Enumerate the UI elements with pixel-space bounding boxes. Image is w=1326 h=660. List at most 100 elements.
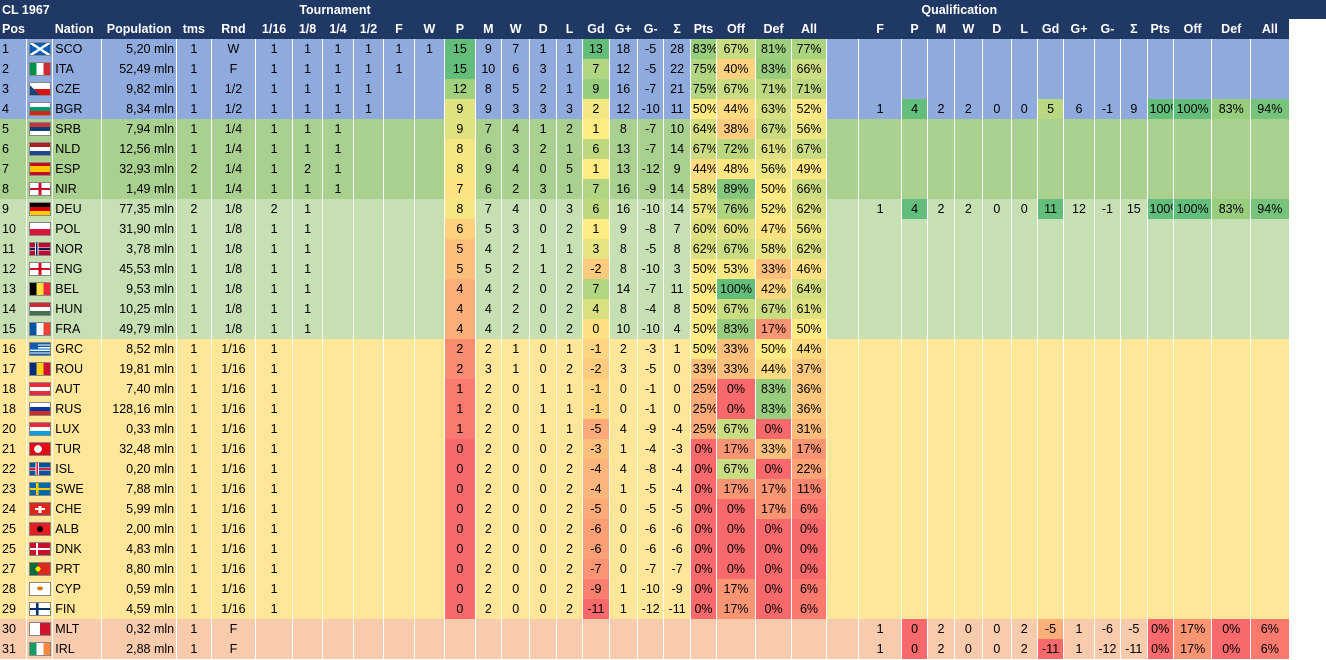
tournament-round-cell: 1	[255, 279, 293, 299]
table-body: 1 SCO 5,20 mln 1 W 1 1 1 1 1 1 15 9 7 1 1 13 18 -5 28 83% 67%…	[0, 39, 1326, 659]
qualification-empty	[954, 379, 984, 399]
off-pct-cell: 17%	[716, 479, 756, 499]
pos-cell: 25	[0, 539, 27, 559]
qualification-empty	[1063, 319, 1095, 339]
d-cell: 1	[529, 379, 557, 399]
qualification-empty	[1250, 419, 1290, 439]
teams-cell: 1	[176, 339, 212, 359]
nation-cell: NOR	[52, 239, 103, 259]
column-header: All	[1250, 19, 1290, 39]
qualification-empty	[927, 179, 955, 199]
flag-prt-icon	[28, 562, 51, 577]
w-cell: 0	[501, 559, 531, 579]
qualification-empty	[901, 299, 929, 319]
pts-pct-cell	[690, 639, 718, 659]
nation-cell: LUX	[52, 419, 103, 439]
column-header: P	[901, 19, 928, 39]
pos-cell: 31	[0, 639, 27, 659]
pts-pct-cell: 50%	[690, 319, 718, 339]
goal-diff-cell: 9	[582, 79, 610, 99]
column-header: Pos	[0, 19, 27, 39]
w-cell: 2	[501, 279, 531, 299]
flag-cell	[26, 559, 54, 579]
flag-cell	[26, 519, 54, 539]
tournament-round-cell: 1	[255, 259, 293, 279]
l-cell: 1	[556, 239, 584, 259]
flag-fin-icon	[28, 602, 51, 617]
flag-cell	[26, 399, 54, 419]
all-pct-cell: 17%	[791, 439, 827, 459]
d-cell: 0	[529, 519, 557, 539]
population-cell: 10,25 mln	[101, 299, 178, 319]
goal-diff-cell: -1	[582, 339, 610, 359]
qualification-empty	[901, 39, 929, 59]
pos-cell: 7	[0, 159, 27, 179]
qualification-empty	[982, 59, 1012, 79]
nation-cell: RUS	[52, 399, 103, 419]
goal-diff-cell	[582, 619, 610, 639]
qualification-empty	[858, 119, 902, 139]
qualification-empty	[1173, 159, 1213, 179]
w-cell: 0	[501, 539, 531, 559]
round-cell: 1/8	[211, 299, 257, 319]
teams-cell: 1	[176, 279, 212, 299]
flag-cell	[26, 419, 54, 439]
qualification-empty	[982, 139, 1012, 159]
table-row: 8 NIR 1,49 mln 1 1/4 1 1 1 7 6 2 3 1 7 16 -9 14 58% 89% 50%…	[0, 179, 1326, 199]
qualification-empty	[1037, 139, 1065, 159]
tournament-round-cell	[383, 319, 415, 339]
tournament-round-cell	[383, 359, 415, 379]
qualification-empty	[927, 319, 955, 339]
off-pct-cell: 83%	[716, 319, 756, 339]
pos-cell: 17	[0, 359, 27, 379]
qualification-empty	[927, 439, 955, 459]
round-cell: 1/16	[211, 539, 257, 559]
qualification-value-cell: -6	[1094, 619, 1122, 639]
flag-isl-icon	[28, 462, 51, 477]
nation-cell: ESP	[52, 159, 103, 179]
gm-cell: -4	[637, 299, 665, 319]
qualification-empty	[927, 599, 955, 619]
tournament-round-cell	[322, 319, 354, 339]
qualification-empty	[1011, 59, 1038, 79]
population-cell: 5,20 mln	[101, 39, 178, 59]
gp-cell: 8	[609, 259, 639, 279]
tournament-round-cell	[322, 219, 354, 239]
qualification-empty	[901, 339, 929, 359]
def-pct-cell: 50%	[755, 179, 793, 199]
round-cell: 1/8	[211, 279, 257, 299]
qualification-empty	[1173, 359, 1213, 379]
qualification-empty	[1147, 439, 1174, 459]
qualification-empty	[858, 399, 902, 419]
qualification-value-cell: 0	[1011, 199, 1038, 219]
gp-cell	[609, 619, 639, 639]
qualification-empty	[927, 259, 955, 279]
off-pct-cell: 67%	[716, 459, 756, 479]
tournament-round-cell	[353, 259, 385, 279]
qualification-value-cell: 83%	[1211, 199, 1252, 219]
all-pct-cell: 50%	[791, 319, 827, 339]
tournament-round-cell	[353, 639, 385, 659]
qualification-value-cell: -5	[1037, 619, 1065, 639]
qualification-empty	[1211, 259, 1252, 279]
population-cell: 49,79 mln	[101, 319, 178, 339]
table-row: 25 ALB 2,00 mln 1 1/16 1 0 2 0 0 2 -6 0 -6 -6 0% 0% 0% 0%	[0, 519, 1326, 539]
flag-cyp-icon	[28, 582, 51, 597]
tournament-round-cell	[353, 319, 385, 339]
s-cell: 28	[663, 39, 691, 59]
qualification-empty	[1147, 559, 1174, 579]
population-cell: 9,53 mln	[101, 279, 178, 299]
qualification-empty	[901, 579, 929, 599]
spacer	[826, 259, 860, 279]
teams-cell: 1	[176, 479, 212, 499]
column-header: P	[444, 19, 476, 39]
table-row: 5 SRB 7,94 mln 1 1/4 1 1 1 9 7 4 1 2 1 8 -7 10 64% 38% 67% 5…	[0, 119, 1326, 139]
qualification-empty	[1011, 379, 1038, 399]
qualification-value-cell: 1	[858, 199, 902, 219]
l-cell: 2	[556, 479, 584, 499]
flag-grc-icon	[28, 342, 51, 357]
w-cell: 3	[501, 139, 531, 159]
tournament-round-cell	[383, 399, 415, 419]
d-cell: 0	[529, 279, 557, 299]
l-cell: 1	[556, 59, 584, 79]
